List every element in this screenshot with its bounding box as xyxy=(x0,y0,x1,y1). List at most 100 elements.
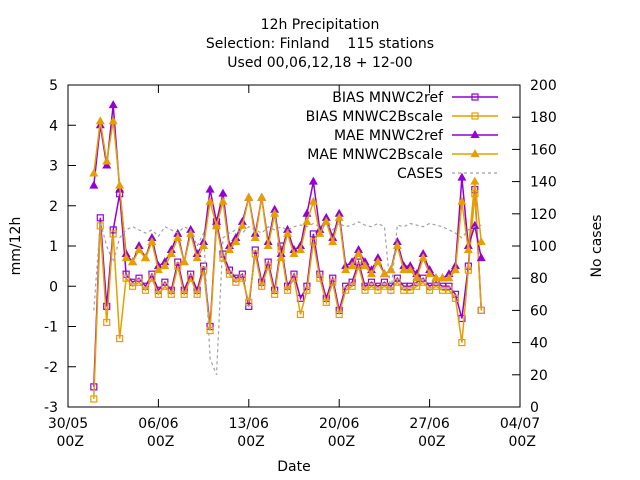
data-point xyxy=(154,290,162,298)
data-point xyxy=(451,294,460,302)
data-point xyxy=(121,253,131,262)
data-point xyxy=(290,274,298,282)
y2-tick-label: 20 xyxy=(530,368,548,384)
x-tick-label: 13/06 00Z xyxy=(229,416,269,450)
data-point xyxy=(251,250,259,258)
data-point xyxy=(342,286,350,294)
data-point xyxy=(470,220,480,229)
data-point xyxy=(309,230,317,238)
data-point xyxy=(366,269,376,278)
data-point xyxy=(321,216,331,225)
data-point xyxy=(380,282,388,290)
data-point xyxy=(108,116,118,125)
data-point xyxy=(334,212,344,221)
data-point xyxy=(153,261,163,270)
data-point xyxy=(283,224,293,233)
y-tick-label: 5 xyxy=(49,78,58,94)
y-tick-label: 4 xyxy=(49,118,58,134)
data-point xyxy=(309,238,317,246)
data-point xyxy=(244,192,254,201)
data-point xyxy=(128,257,138,266)
data-point xyxy=(245,302,253,310)
y2-tick-label: 120 xyxy=(530,207,557,223)
data-point xyxy=(128,282,137,290)
data-point xyxy=(115,180,125,189)
data-point xyxy=(103,318,111,327)
data-point xyxy=(264,262,272,270)
data-point xyxy=(379,269,389,278)
data-point xyxy=(283,228,293,237)
legend-label: BIAS MNWC2Bscale xyxy=(306,109,443,125)
data-point xyxy=(380,278,388,286)
data-point xyxy=(237,220,247,229)
data-point xyxy=(245,298,253,306)
data-point xyxy=(295,245,305,254)
data-point xyxy=(445,286,453,294)
data-point xyxy=(458,339,466,347)
data-point xyxy=(95,116,105,125)
y2-axis-label: No cases xyxy=(589,215,605,278)
legend-label: MAE MNWC2Bscale xyxy=(307,147,443,163)
y2-tick-label: 160 xyxy=(530,142,557,158)
data-point xyxy=(308,176,318,185)
y2-tick-label: 40 xyxy=(530,336,548,352)
data-point xyxy=(161,282,169,290)
data-point xyxy=(200,266,208,274)
data-point xyxy=(231,236,241,245)
data-point xyxy=(109,226,117,234)
data-point xyxy=(354,249,364,258)
data-point xyxy=(393,278,401,286)
data-point xyxy=(102,160,112,169)
data-point xyxy=(205,184,215,193)
y2-tick-label: 80 xyxy=(530,271,548,287)
data-point xyxy=(457,196,467,205)
y-tick-label: -3 xyxy=(44,400,58,416)
data-point xyxy=(103,302,111,310)
data-point xyxy=(135,278,143,286)
y2-tick-label: 0 xyxy=(530,400,539,416)
y2-tick-label: 200 xyxy=(530,78,557,94)
data-point xyxy=(193,290,201,298)
data-point xyxy=(450,265,460,274)
data-point xyxy=(237,216,247,225)
data-point xyxy=(425,269,435,278)
data-point xyxy=(367,282,376,290)
data-point xyxy=(328,232,338,241)
data-point xyxy=(89,168,99,177)
data-point xyxy=(419,274,427,282)
data-point xyxy=(89,180,99,189)
data-point xyxy=(406,286,414,294)
data-point xyxy=(431,273,441,282)
data-point xyxy=(199,241,209,249)
data-point xyxy=(147,232,157,241)
legend-label: MAE MNWC2ref xyxy=(334,128,444,144)
data-point xyxy=(308,196,318,205)
data-point xyxy=(153,265,163,274)
data-point xyxy=(329,278,337,286)
data-point xyxy=(200,262,208,270)
y-tick-label: -2 xyxy=(44,360,58,376)
data-point xyxy=(354,245,364,254)
data-point xyxy=(102,156,112,165)
data-point xyxy=(295,241,305,249)
data-point xyxy=(315,228,325,237)
data-point xyxy=(180,290,188,298)
data-point xyxy=(296,310,305,319)
data-point xyxy=(263,241,273,249)
x-tick-label: 27/06 00Z xyxy=(409,416,449,450)
data-point xyxy=(250,228,260,237)
data-point xyxy=(257,192,267,201)
data-point xyxy=(426,286,434,294)
data-point xyxy=(192,253,202,262)
data-point xyxy=(179,257,189,266)
y-tick-label: -1 xyxy=(44,320,58,336)
data-point xyxy=(141,286,150,294)
data-point xyxy=(373,253,383,262)
data-point xyxy=(258,282,266,290)
data-point xyxy=(471,190,479,198)
data-point xyxy=(218,188,228,197)
data-point xyxy=(173,232,183,241)
data-point xyxy=(374,286,382,294)
data-point xyxy=(399,265,409,274)
y-tick-label: 2 xyxy=(49,199,58,215)
